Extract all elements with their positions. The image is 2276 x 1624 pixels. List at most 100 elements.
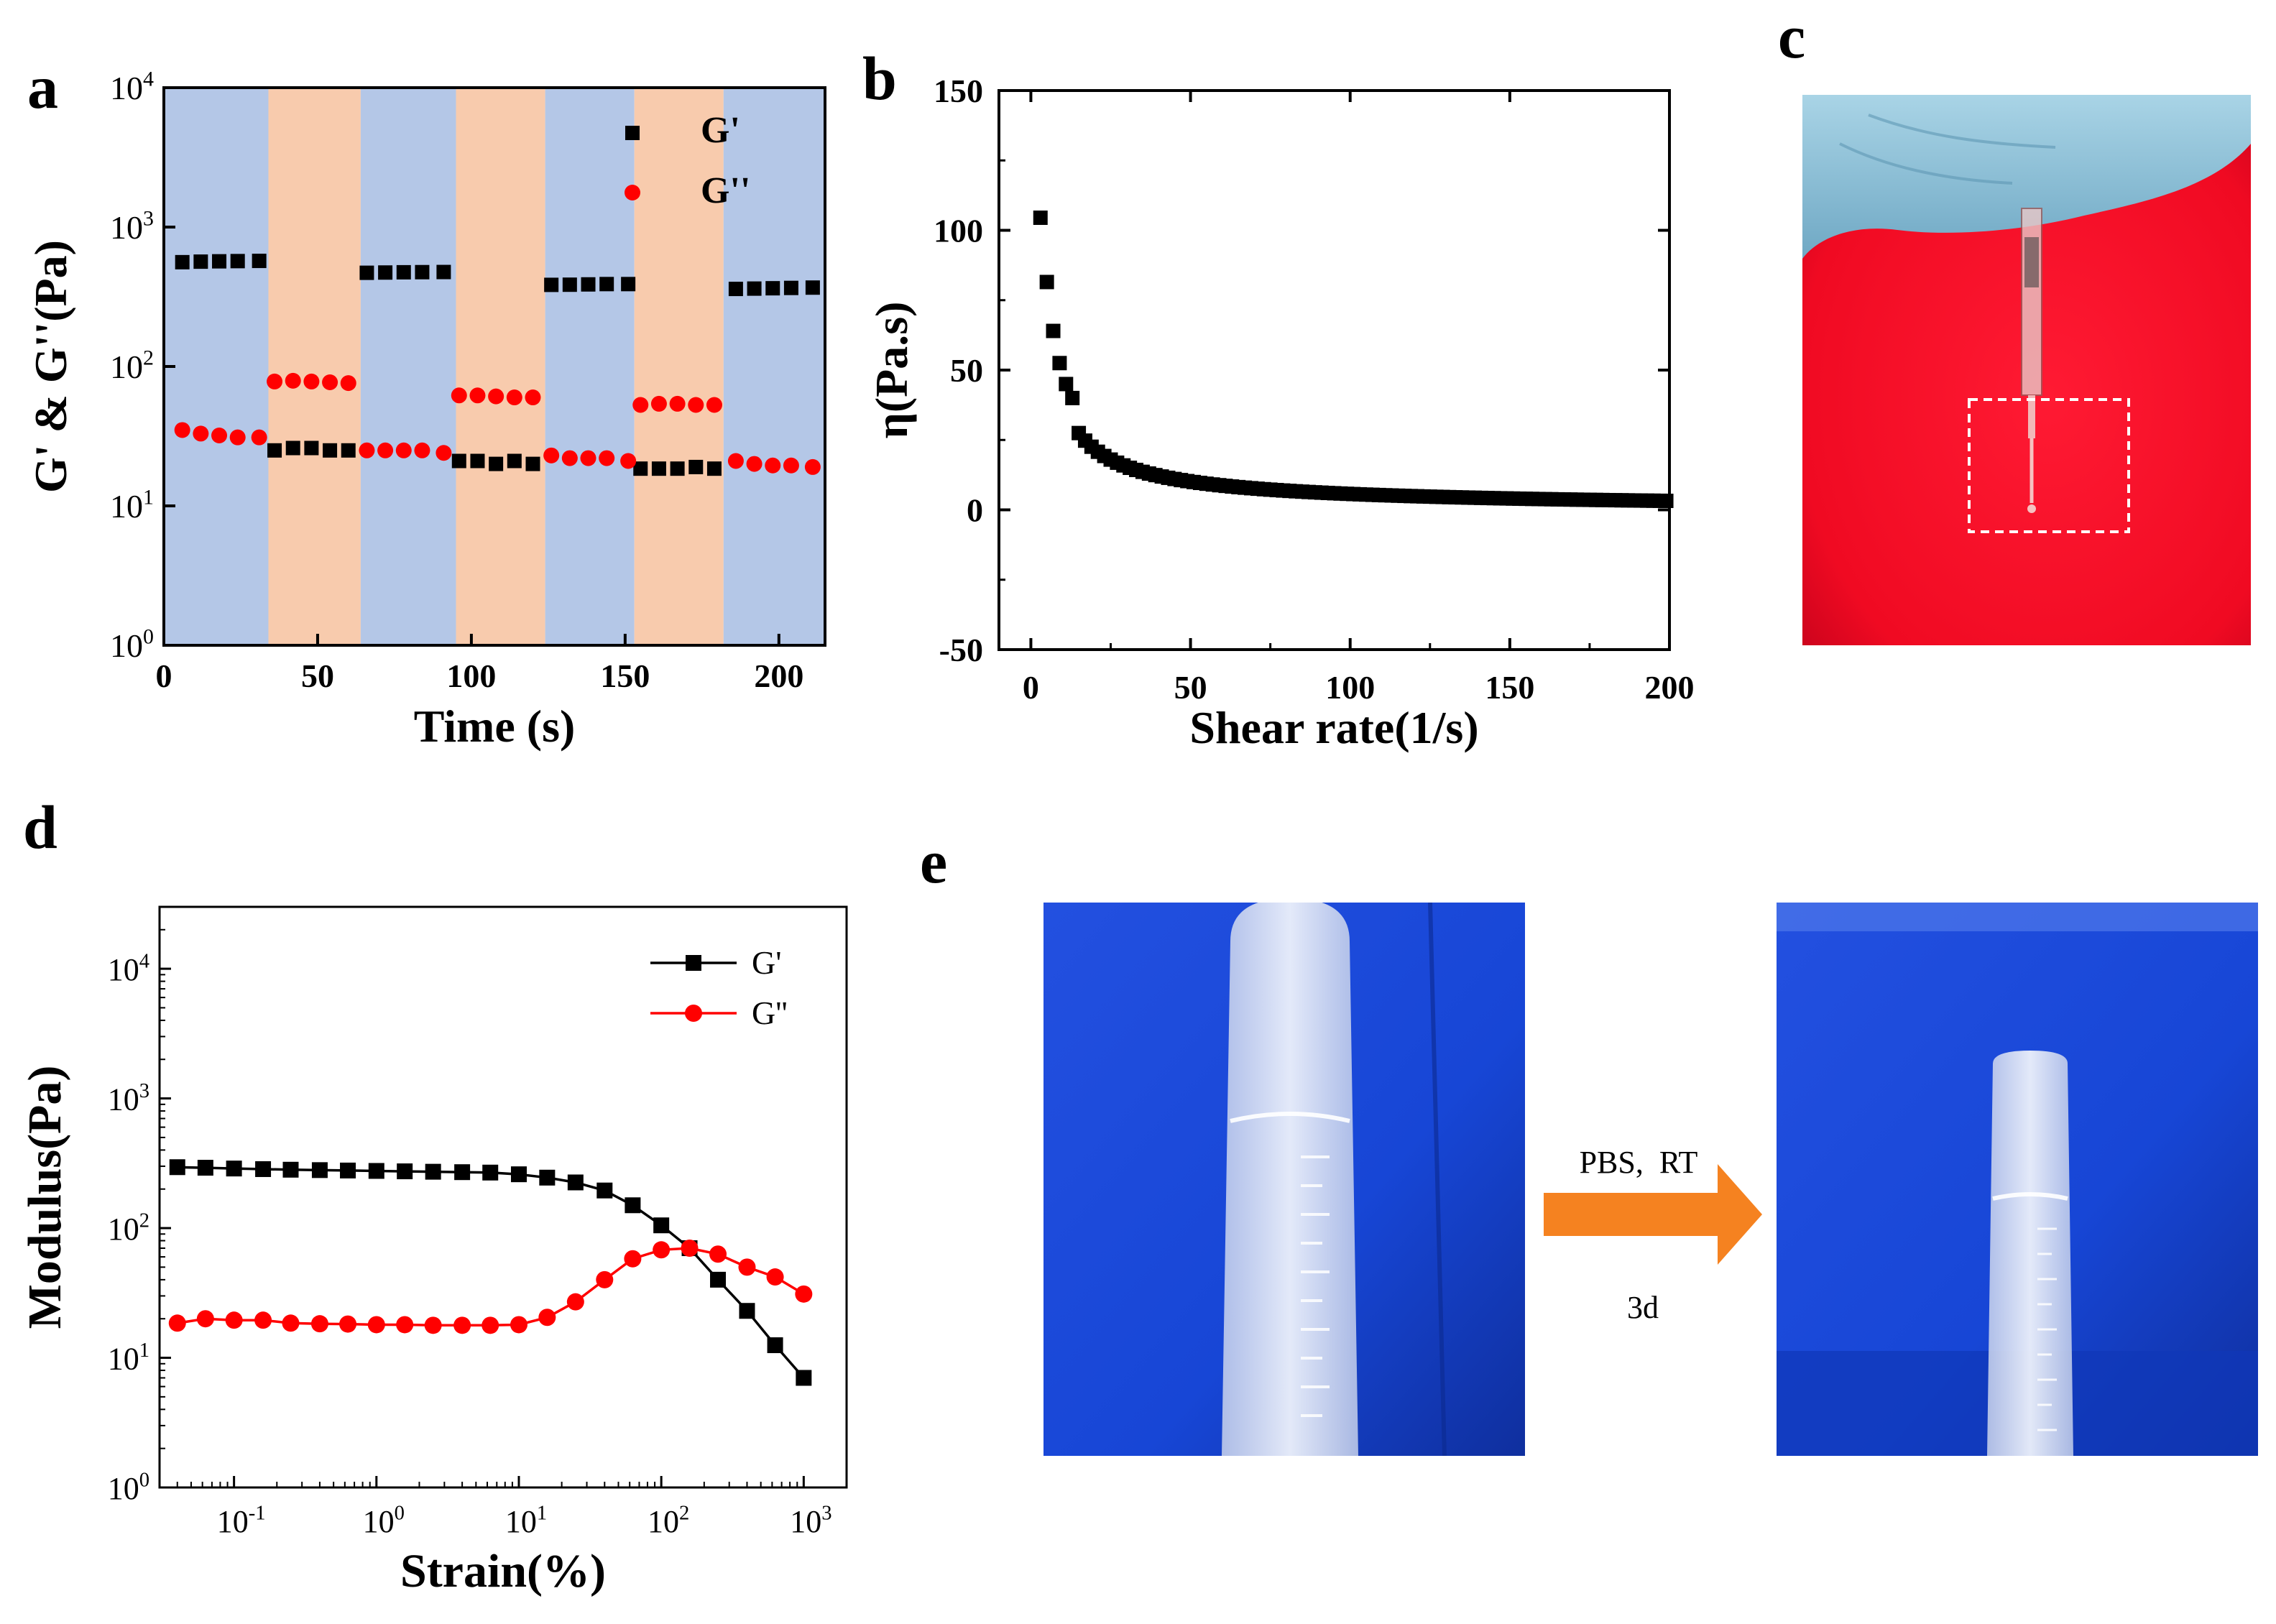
data-point	[168, 1314, 186, 1332]
background-band-orange	[456, 88, 545, 645]
data-point	[746, 456, 762, 472]
data-point	[804, 458, 821, 475]
panel-label-b: b	[862, 44, 897, 113]
data-point	[311, 1162, 328, 1178]
data-point	[340, 1162, 356, 1178]
y-tick-label: 100	[108, 1469, 149, 1506]
x-tick-label: 150	[1485, 669, 1534, 706]
y-axis-title: Modulus(Pa)	[19, 1066, 71, 1329]
tube-graduations	[1301, 1155, 1330, 1417]
data-point	[566, 1293, 584, 1311]
data-point	[469, 387, 486, 404]
data-point	[323, 443, 338, 458]
legend-marker	[686, 955, 701, 971]
data-point	[767, 1337, 783, 1354]
data-point	[539, 1169, 556, 1186]
data-point	[747, 281, 762, 296]
syringe-barrel	[2021, 208, 2042, 396]
x-tick-label: 0	[1023, 669, 1039, 706]
background-band-blue	[723, 88, 825, 645]
data-point	[599, 277, 614, 292]
data-point	[377, 442, 394, 458]
panel-label-e: e	[920, 827, 947, 896]
data-point	[397, 1163, 413, 1180]
data-point	[196, 1310, 214, 1328]
data-point	[282, 1161, 299, 1178]
x-axis-title: Time (s)	[414, 701, 576, 752]
y-axis-title: G' & G''(Pa)	[25, 240, 76, 493]
data-point	[620, 453, 637, 469]
data-point	[1065, 390, 1080, 405]
plot-frame	[158, 905, 848, 1489]
data-point	[544, 277, 559, 292]
data-point	[783, 457, 799, 474]
photo-tube-after	[1777, 903, 2258, 1456]
data-point	[506, 389, 522, 406]
highlight-box	[1968, 398, 2130, 533]
x-tick-label: 200	[754, 658, 803, 694]
data-point	[599, 450, 615, 466]
data-point	[669, 395, 686, 412]
data-point	[709, 1245, 727, 1263]
legend-marker	[625, 126, 640, 140]
panel-label-c: c	[1778, 2, 1805, 71]
data-point	[395, 442, 412, 458]
data-point	[424, 1316, 442, 1334]
data-point	[193, 425, 209, 442]
background-band-blue	[360, 88, 456, 645]
x-tick-label: 50	[1174, 669, 1207, 706]
data-point	[706, 397, 722, 413]
data-point	[282, 1314, 300, 1332]
legend-marker	[685, 1005, 702, 1022]
data-point	[670, 461, 685, 476]
data-point	[303, 373, 320, 389]
x-tick-label: 100	[363, 1502, 405, 1539]
data-point	[211, 428, 228, 444]
arrow-top-label: PBS, RT	[1580, 1145, 1698, 1180]
x-tick-label: 150	[600, 658, 650, 694]
x-axis-title: Strain(%)	[400, 1545, 606, 1597]
data-point	[339, 1315, 357, 1333]
data-point	[453, 1316, 471, 1334]
data-point	[193, 254, 208, 269]
data-point	[226, 1161, 242, 1177]
data-point	[621, 277, 636, 292]
syringe-needle	[2028, 395, 2035, 438]
x-tick-label: 0	[156, 658, 172, 694]
background-band-orange	[268, 88, 361, 645]
photo-tube-before	[1043, 903, 1525, 1456]
data-point	[252, 254, 267, 269]
data-point	[482, 1316, 499, 1334]
data-point	[581, 277, 596, 292]
data-point	[525, 456, 540, 471]
tube	[1222, 903, 1358, 1456]
data-point	[765, 457, 781, 474]
data-point	[175, 254, 190, 269]
y-tick-label: 50	[950, 352, 983, 389]
data-point	[1059, 377, 1074, 392]
y-tick-label: 150	[934, 73, 983, 109]
data-point	[507, 453, 522, 469]
chart-panel-a: 0 50 100 150 200 100 101 102 103 104 Time (s) G' & …	[25, 68, 826, 752]
data-point	[632, 397, 649, 413]
y-tick-label: 103	[110, 207, 154, 246]
legend-label: G'	[752, 944, 782, 981]
y-tick-label: 103	[108, 1080, 149, 1117]
background-band-blue	[545, 88, 635, 645]
data-point	[1052, 356, 1067, 371]
data-point	[580, 450, 596, 466]
data-point	[805, 280, 820, 295]
data-point	[567, 1174, 584, 1191]
legend-label: G'	[701, 110, 740, 151]
data-point	[510, 1166, 527, 1183]
data-point	[174, 422, 190, 438]
y-tick-label: 100	[934, 213, 983, 249]
data-point	[359, 442, 375, 458]
y-tick-label: 102	[110, 346, 154, 385]
data-point	[651, 461, 666, 476]
data-point	[625, 1197, 641, 1214]
process-arrow	[1544, 1164, 1762, 1265]
data-point	[454, 1164, 471, 1181]
data-point	[425, 1163, 441, 1180]
